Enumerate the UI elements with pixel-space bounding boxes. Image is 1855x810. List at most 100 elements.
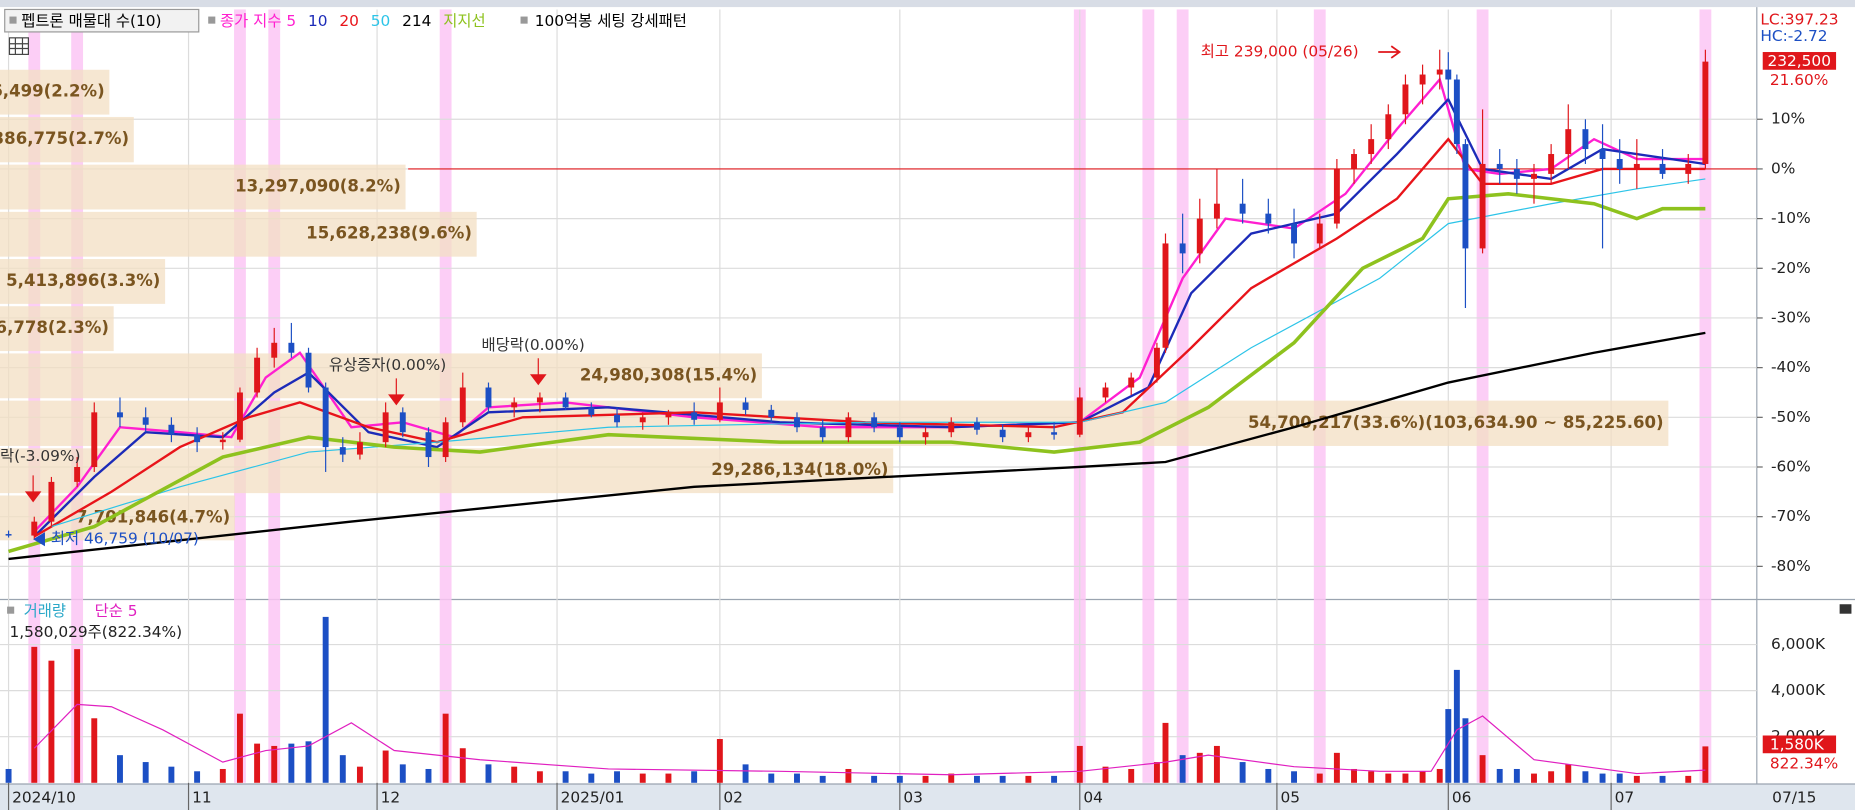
volume-bar <box>322 616 329 783</box>
candle-body <box>1599 149 1606 159</box>
candle-body <box>117 412 123 418</box>
candle-body <box>194 434 201 443</box>
candle-body <box>91 412 98 467</box>
candle-body <box>74 466 81 482</box>
band-label: 7,701,846(4.7%) <box>76 507 230 526</box>
volume-bar <box>356 766 363 783</box>
dividend-arrow <box>530 358 547 386</box>
x-tick-label: 07 <box>1615 789 1635 807</box>
last-date: 07/15 <box>1772 789 1816 807</box>
close-pane-icon[interactable] <box>1839 604 1852 614</box>
volume-bar <box>896 775 903 783</box>
candle-body <box>1462 144 1469 249</box>
volume-profile-band <box>0 306 114 352</box>
signal-highlight <box>1699 9 1712 783</box>
volume-pct-label: 822.34% <box>1770 754 1838 772</box>
volume-bar <box>819 775 826 783</box>
x-tick-label: 2025/01 <box>561 789 625 807</box>
volume-bar <box>236 713 243 783</box>
hc-label: HC:-2.72 <box>1760 27 1827 45</box>
volume-bar <box>922 775 929 783</box>
volume-bar <box>1333 752 1340 783</box>
volume-bar <box>382 750 389 783</box>
candle-body <box>794 417 800 428</box>
candle-body <box>1196 218 1203 254</box>
ex-annotation: 락(-3.09%) <box>0 447 80 465</box>
x-tick-label: 03 <box>903 789 923 807</box>
volume-bar <box>1351 768 1357 783</box>
candle-body <box>1445 69 1452 80</box>
volume-bar <box>1702 746 1709 783</box>
volume-bar <box>1445 709 1452 783</box>
ex-arrow <box>24 475 42 503</box>
signal-highlight <box>1476 9 1489 783</box>
volume-bar <box>1368 771 1375 783</box>
candle-body <box>1496 163 1503 169</box>
candle-body <box>1616 158 1623 169</box>
legend-entry: 10 <box>308 12 328 30</box>
ma-line <box>8 331 1706 561</box>
volume-bar <box>1659 775 1666 783</box>
volume-bar <box>399 764 406 783</box>
volume-bar <box>339 755 346 783</box>
price-tag <box>1762 52 1837 70</box>
candle-body <box>1685 163 1692 174</box>
volume-bar <box>845 768 852 783</box>
candle-body <box>305 352 312 388</box>
candle-body <box>399 412 406 433</box>
candle-body <box>1239 203 1246 214</box>
candle-body <box>845 417 852 438</box>
candle-body <box>1102 387 1109 398</box>
candle-body <box>219 439 226 443</box>
band-label: 13,297,090(8.2%) <box>235 177 401 196</box>
y-tick-label: -10% <box>1771 209 1811 227</box>
price-tag-label: 232,500 <box>1767 52 1831 70</box>
ma-line <box>8 192 1706 554</box>
x-tick-label: 12 <box>381 789 401 807</box>
volume-ma-line <box>33 703 1706 776</box>
candle-body <box>142 417 149 425</box>
candle-body <box>639 417 646 423</box>
legend-entry: 지지선 <box>443 12 485 30</box>
candle-body <box>1213 203 1220 219</box>
setting-label: 100억봉 세팅 강세패턴 <box>535 12 687 30</box>
volume-bar <box>459 748 466 783</box>
volume-bar <box>117 755 123 783</box>
candle-body <box>1419 74 1426 85</box>
volume-bar <box>305 741 312 783</box>
candle-body <box>254 357 261 393</box>
volume-profile-band <box>0 211 477 257</box>
volume-bar <box>588 773 595 783</box>
volume-bar <box>271 745 278 783</box>
volume-bar <box>425 768 432 783</box>
volume-profile-band <box>0 164 406 210</box>
x-axis-strip <box>0 783 1855 810</box>
volume-bar <box>5 768 12 783</box>
volume-ma-title: 단순 5 <box>95 602 138 620</box>
volume-bar <box>1239 762 1246 783</box>
candle-body <box>1702 61 1709 164</box>
candle-body <box>588 407 595 415</box>
candle-body <box>459 387 466 423</box>
volume-bar <box>142 762 149 783</box>
volume-tag-label: 1,580K <box>1770 735 1825 753</box>
x-tick-label: 05 <box>1280 789 1300 807</box>
candle-body <box>896 427 903 438</box>
high-annotation: 최고 239,000 (05/26) <box>1201 43 1359 61</box>
signal-highlight <box>1313 9 1326 783</box>
y-tick-label: -20% <box>1771 259 1811 277</box>
candle-body <box>48 481 55 522</box>
y-tick-label: -50% <box>1771 408 1811 426</box>
candle-body <box>1402 84 1409 115</box>
volume-bar <box>691 771 698 783</box>
title-box <box>4 8 200 33</box>
volume-bar <box>1385 773 1392 783</box>
legend-entry: 20 <box>339 12 359 30</box>
candle-body <box>1162 243 1169 348</box>
candle-body <box>1368 139 1375 155</box>
volume-bar <box>1076 745 1083 783</box>
volume-bar <box>485 764 492 783</box>
candle-body <box>1025 432 1032 438</box>
dividend-annotation: 배당락(0.00%) <box>481 336 584 354</box>
signal-highlight <box>1176 9 1189 783</box>
